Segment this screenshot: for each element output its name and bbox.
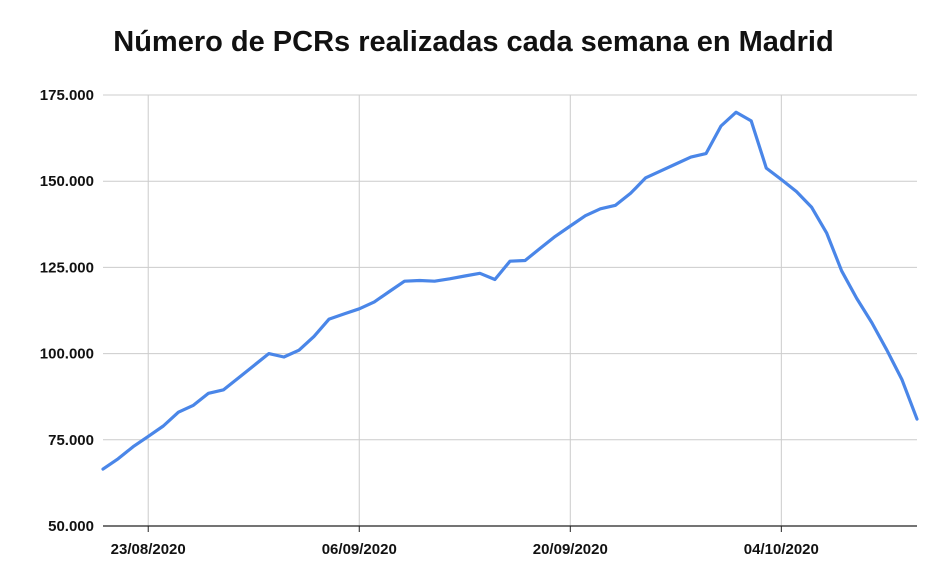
y-tick-label: 175.000 xyxy=(40,87,94,104)
y-tick-label: 125.000 xyxy=(40,259,94,276)
x-tick-label: 23/08/2020 xyxy=(111,541,186,558)
x-tick-label: 06/09/2020 xyxy=(322,541,397,558)
y-tick-label: 75.000 xyxy=(48,432,94,449)
series-line xyxy=(101,110,919,471)
x-tick-label: 20/09/2020 xyxy=(533,541,608,558)
chart-title: Número de PCRs realizadas cada semana en… xyxy=(113,26,834,58)
x-tick-label: 04/10/2020 xyxy=(744,541,819,558)
y-tick-label: 50.000 xyxy=(48,518,94,535)
y-tick-label: 150.000 xyxy=(40,173,94,190)
y-tick-label: 100.000 xyxy=(40,346,94,363)
